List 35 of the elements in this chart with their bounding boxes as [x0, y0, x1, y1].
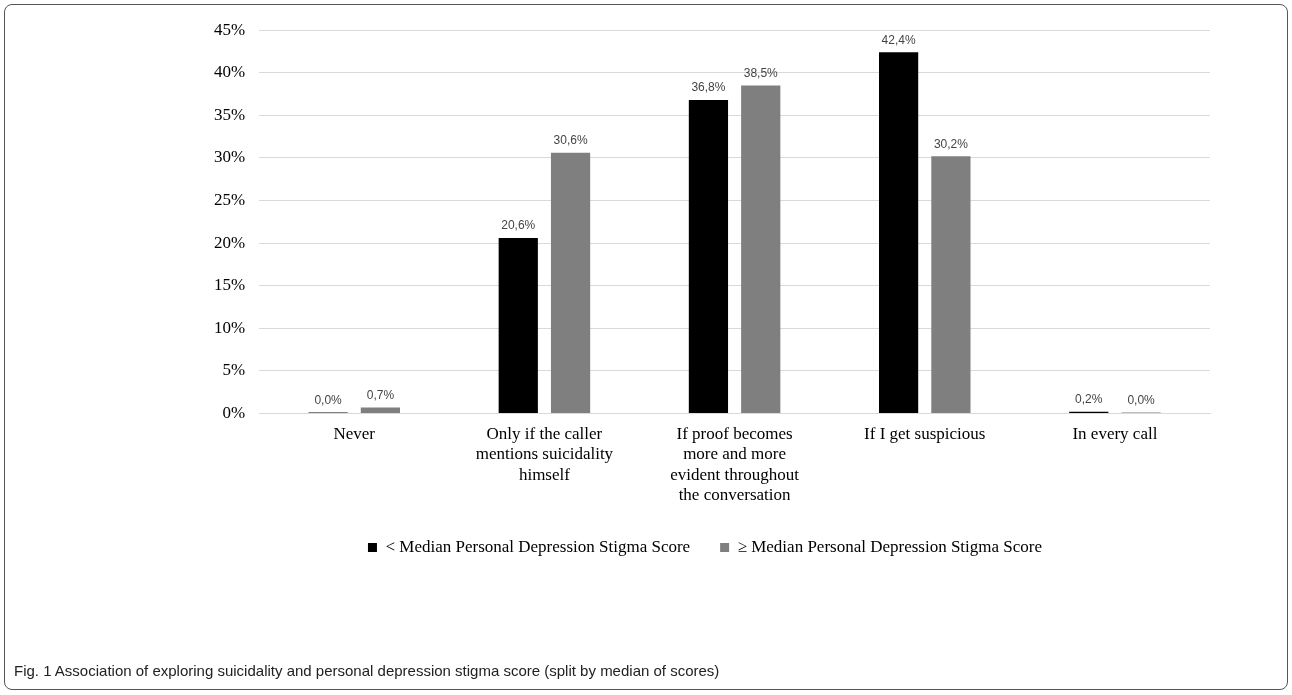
bar [498, 237, 538, 413]
x-tick-label: If I get suspicious [864, 424, 986, 444]
bar [931, 156, 971, 413]
data-label: 0,0% [1127, 392, 1156, 407]
data-label: 20,6% [501, 218, 536, 233]
caption: Fig. 1 Association of exploring suicidality and personal depression stigma score (split by median of scores) [14, 662, 720, 679]
x-tick-label: Only if the caller mentions suicidality himself [475, 424, 614, 484]
x-tick-label: If proof becomes more and more evident throughout the conversation [670, 424, 800, 505]
y-tick-label: 40% [213, 62, 246, 82]
data-label: 30,6% [553, 133, 588, 148]
data-label: 30,2% [933, 136, 969, 151]
y-tick-label: 5% [222, 360, 246, 380]
y-tick-label: 10% [213, 317, 246, 337]
legend-label: < Median Personal Depression Stigma Score [385, 536, 691, 556]
x-tick-label: In every call [1072, 424, 1158, 444]
bar [878, 52, 919, 413]
data-label: 42,4% [881, 32, 916, 47]
x-tick-label: Never [333, 424, 376, 444]
y-tick-label: 45% [213, 19, 246, 39]
y-tick-label: 20% [213, 232, 246, 252]
bar [550, 152, 591, 413]
bar [360, 407, 400, 413]
data-label: 0,2% [1075, 392, 1103, 407]
y-tick-label: 30% [213, 147, 246, 167]
y-tick-label: 15% [213, 275, 246, 295]
y-tick-label: 25% [213, 189, 246, 209]
bar [688, 100, 729, 413]
bar [741, 85, 781, 413]
y-tick-label: 0% [222, 402, 246, 422]
data-label: 36,8% [691, 80, 726, 95]
data-label: 0,7% [366, 387, 395, 402]
data-label: 38,5% [743, 65, 779, 80]
legend-label: ≥ Median Personal Depression Stigma Score [737, 536, 1043, 556]
y-tick-label: 35% [213, 104, 246, 124]
data-label: 0,0% [314, 392, 343, 407]
